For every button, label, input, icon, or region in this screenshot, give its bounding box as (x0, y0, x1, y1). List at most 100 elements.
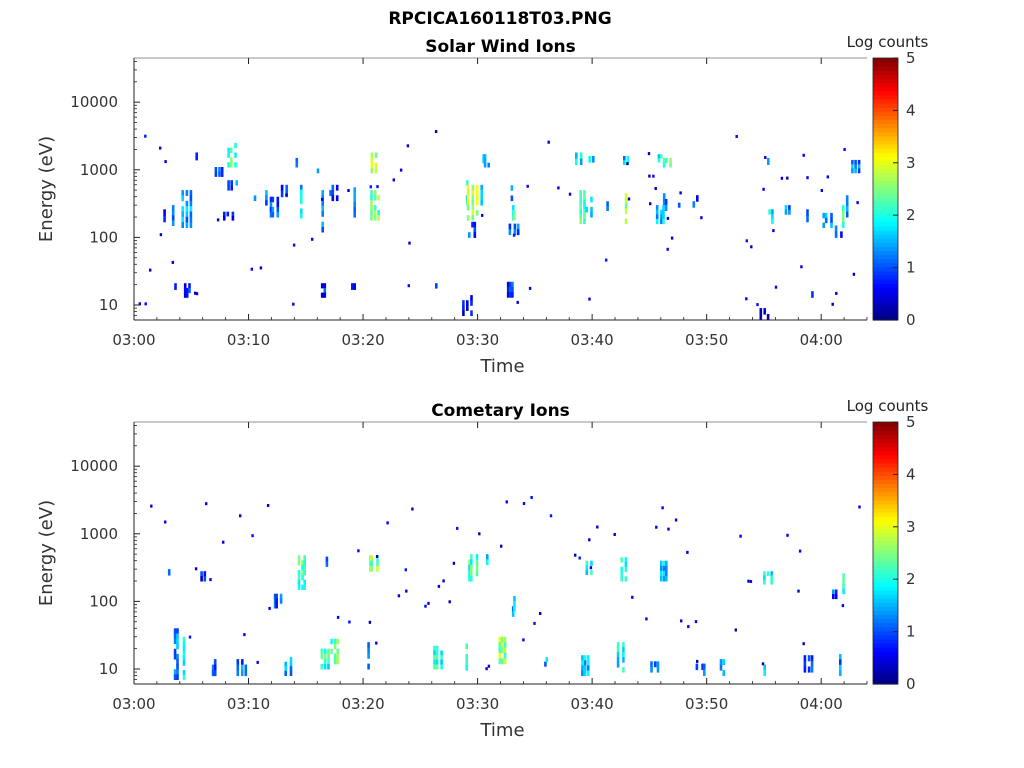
spectrogram-pixel (664, 199, 668, 206)
spectrogram-pixel (498, 658, 502, 665)
spectrogram-pixel (655, 219, 659, 225)
spectrogram-pixel (739, 534, 742, 538)
spectrogram-pixel (273, 593, 277, 599)
spectrogram-pixel (171, 205, 175, 211)
spectrogram-pixel (320, 663, 324, 670)
spectrogram-pixel (473, 221, 477, 228)
spectrogram-pixel (189, 200, 193, 207)
spectrogram-pixel (845, 211, 849, 218)
spectrogram-pixel (665, 575, 668, 582)
spectrogram-pixel (433, 659, 436, 665)
colorbar-band (873, 111, 898, 116)
colorbar-band (873, 254, 898, 260)
spectrogram-pixel (174, 283, 177, 290)
spectrogram-pixel (321, 197, 324, 201)
spectrogram-pixel (763, 575, 766, 581)
spectrogram-pixel (284, 666, 287, 672)
spectrogram-pixel (144, 134, 147, 138)
spectrogram-pixel (167, 569, 171, 576)
spectrogram-pixel (470, 575, 473, 582)
spectrogram-pixel (434, 130, 438, 133)
colorbar-band (873, 98, 898, 104)
spectrogram-pixel (214, 167, 218, 173)
spectrogram-pixel (470, 300, 473, 306)
spectrogram-pixel (583, 655, 587, 661)
y-tick-label: 1000 (80, 525, 118, 543)
spectrogram-pixel (442, 579, 445, 583)
spectrogram-pixel (585, 560, 589, 566)
spectrogram-pixel (265, 190, 268, 196)
spectrogram-pixel (435, 650, 439, 656)
colorbar-band (873, 585, 898, 591)
spectrogram-pixel (840, 231, 843, 238)
spectrogram-pixel (227, 162, 230, 168)
spectrogram-pixel (839, 659, 842, 666)
colorbar-band (873, 234, 898, 239)
spectrogram-pixel (370, 555, 373, 562)
spectrogram-pixel (686, 550, 689, 554)
colorbar-band (873, 250, 898, 256)
spectrogram-pixel (181, 190, 184, 196)
colorbar-band (873, 291, 898, 297)
spectrogram-pixel (660, 575, 663, 582)
panel-title: Cometary Ions (431, 401, 570, 421)
spectrogram-pixel (806, 176, 809, 180)
y-tick-label: 100 (89, 228, 118, 246)
colorbar-band (873, 663, 898, 669)
spectrogram-pixel (266, 504, 270, 507)
spectrogram-pixel (579, 199, 582, 205)
spectrogram-pixel (585, 206, 588, 213)
colorbar-band (873, 217, 898, 223)
spectrogram-pixel (185, 287, 189, 294)
spectrogram-pixel (622, 667, 625, 673)
spectrogram-pixel (323, 653, 327, 660)
spectrogram-pixel (176, 669, 179, 675)
spectrogram-pixel (374, 167, 378, 174)
spectrogram-pixel (159, 233, 163, 237)
spectrogram-pixel (465, 659, 468, 666)
spectrogram-pixel (470, 570, 473, 577)
spectrogram-pixel (627, 197, 631, 201)
spectrogram-pixel (803, 666, 807, 673)
spectrogram-pixel (508, 229, 512, 236)
spectrogram-pixel (505, 500, 508, 504)
spectrogram-pixel (253, 195, 257, 202)
colorbar-band (873, 62, 898, 67)
colorbar-band (873, 127, 898, 133)
colorbar-band (873, 193, 898, 198)
spectrogram-pixel (624, 198, 628, 204)
spectrogram-pixel (513, 601, 516, 607)
spectrogram-pixel (797, 589, 800, 593)
spectrogram-pixel (369, 185, 372, 189)
colorbar-band (873, 630, 898, 636)
colorbar-band (873, 103, 898, 108)
spectrogram-pixel (624, 208, 628, 214)
spectrogram-pixel (655, 214, 659, 220)
spectrogram-pixel (376, 555, 379, 562)
spectrogram-pixel (810, 660, 814, 667)
spectrogram-pixel (471, 221, 474, 228)
spectrogram-pixel (271, 211, 275, 218)
colorbar-band (873, 180, 898, 186)
spectrogram-pixel (657, 154, 661, 159)
spectrogram-pixel (269, 206, 273, 213)
spectrogram-pixel (834, 594, 838, 600)
spectrogram-pixel (759, 314, 763, 321)
colorbar-band (873, 274, 898, 280)
spectrogram-pixel (375, 641, 378, 645)
spectrogram-pixel (320, 653, 324, 660)
spectrogram-pixel (557, 186, 560, 190)
spectrogram-pixel (295, 162, 299, 168)
spectrogram-pixel (851, 159, 854, 165)
spectrogram-pixel (506, 287, 510, 293)
spectrogram-pixel (276, 201, 280, 208)
spectrogram-pixel (376, 560, 379, 567)
spectrogram-pixel (335, 184, 339, 191)
spectrogram-pixel (231, 211, 235, 217)
spectrogram-pixel (323, 283, 327, 289)
spectrogram-pixel (662, 219, 665, 225)
spectrogram-pixel (211, 670, 215, 677)
spectrogram-pixel (845, 195, 849, 202)
